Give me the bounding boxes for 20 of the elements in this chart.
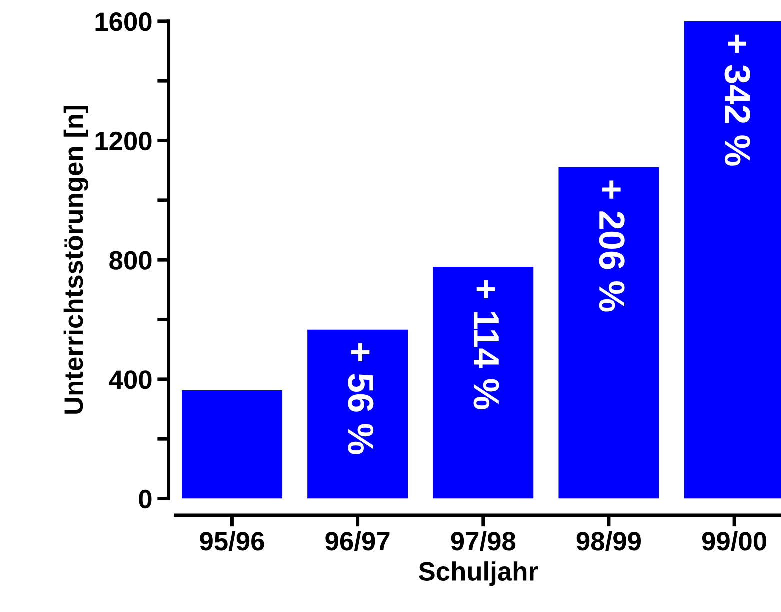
y-tick-label: 1200 (96, 132, 152, 151)
bar (182, 390, 282, 499)
bar (308, 330, 408, 499)
y-tick-label: 400 (109, 370, 152, 390)
annotation: + 206 % (599, 180, 625, 312)
x-tick-label: 95/96 (200, 531, 264, 552)
annotation: + 342 % (724, 34, 750, 166)
x-tick-label: 99/00 (702, 531, 766, 552)
annotation: + 114 % (474, 280, 500, 410)
y-tick-label: 1600 (96, 12, 152, 32)
x-axis-title: Schuljahr (419, 562, 538, 586)
bar (433, 266, 534, 499)
y-tick-label: 0 (139, 490, 152, 509)
x-tick-label: 96/97 (326, 531, 390, 552)
x-tick-label: 98/99 (576, 531, 642, 552)
x-tick-label: 97/98 (451, 531, 516, 552)
y-tick-label: 800 (110, 251, 152, 270)
bar (558, 167, 660, 499)
y-axis-title: Unterrichtsstörungen [n] (64, 106, 89, 414)
annotation: + 56 % (348, 343, 374, 454)
